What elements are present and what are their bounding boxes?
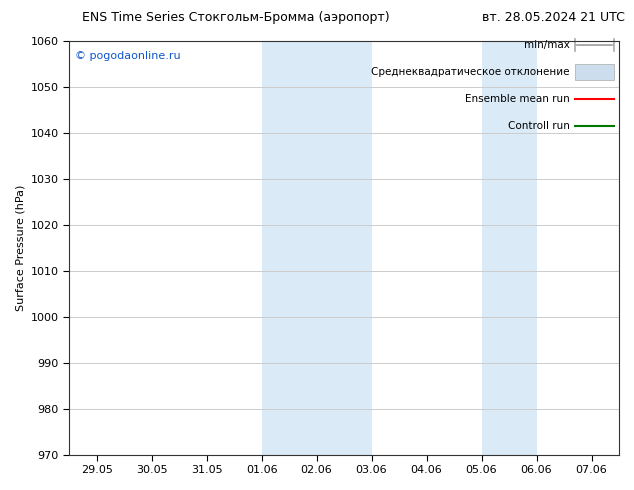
Text: Controll run: Controll run [508, 121, 569, 131]
Text: ENS Time Series Стокгольм-Бромма (аэропорт): ENS Time Series Стокгольм-Бромма (аэропо… [82, 11, 390, 24]
Text: вт. 28.05.2024 21 UTC: вт. 28.05.2024 21 UTC [482, 11, 624, 24]
Bar [262, 41, 372, 455]
Text: min/max: min/max [524, 40, 569, 50]
Y-axis label: Surface Pressure (hPa): Surface Pressure (hPa) [15, 185, 25, 311]
FancyBboxPatch shape [575, 64, 614, 80]
Bar [482, 41, 536, 455]
Text: Ensemble mean run: Ensemble mean run [465, 94, 569, 104]
Text: © pogodaonline.ru: © pogodaonline.ru [75, 51, 180, 61]
Text: Среднеквадратическое отклонение: Среднеквадратическое отклонение [371, 67, 569, 77]
